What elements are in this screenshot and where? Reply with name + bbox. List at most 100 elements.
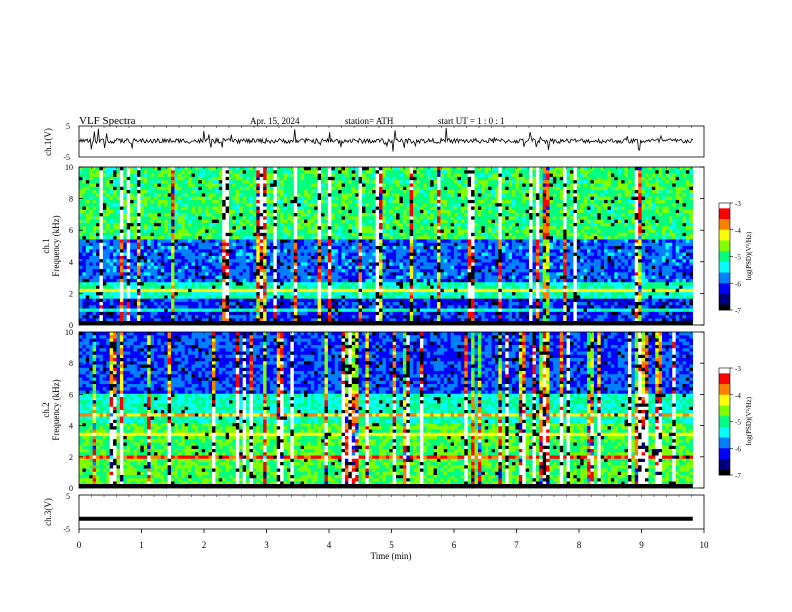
spectrogram-cell: [174, 315, 179, 319]
spectrogram-cell: [150, 167, 155, 171]
spectrogram-cell: [426, 170, 431, 174]
spectrogram-cell: [269, 301, 274, 306]
spectrogram-cell: [430, 206, 434, 211]
spectrogram-cell: [273, 193, 278, 197]
spectrogram-cell: [338, 311, 342, 316]
spectrogram-cell: [355, 295, 359, 299]
spectrogram-cell: [171, 298, 175, 303]
spectrogram-cell: [119, 255, 124, 260]
spectrogram-cell: [276, 193, 281, 197]
spectrogram-cell: [218, 199, 223, 204]
spectrogram-cell: [79, 249, 83, 253]
spectrogram-cell: [106, 288, 110, 293]
spectrogram-cell: [280, 232, 284, 237]
spectrogram-cell: [392, 288, 397, 293]
spectrogram-cell: [96, 203, 100, 207]
spectrogram-cell: [232, 318, 237, 323]
spectrogram-cell: [109, 275, 114, 280]
spectrogram-cell: [362, 209, 366, 214]
spectrogram-cell: [239, 301, 243, 306]
spectrogram-cell: [246, 222, 250, 227]
spectrogram-cell: [109, 311, 114, 316]
spectrogram-cell: [341, 305, 346, 309]
spectrogram-cell: [82, 259, 87, 263]
spectrogram-cell: [269, 186, 274, 191]
spectrogram-cell: [399, 206, 404, 211]
spectrogram-cell: [269, 269, 274, 273]
spectrogram-cell: [307, 176, 312, 181]
spectrogram-cell: [297, 242, 301, 247]
spectrogram-cell: [256, 232, 261, 237]
spectrogram-cell: [242, 318, 247, 323]
spectrogram-cell: [317, 173, 322, 178]
spectrogram-cell: [205, 199, 209, 204]
spectrogram-cell: [406, 186, 411, 191]
spectrogram-cell: [310, 199, 315, 204]
spectrogram-cell: [79, 275, 83, 280]
spectrogram-cell: [130, 278, 134, 283]
spectrogram-cell: [174, 265, 179, 270]
spectrogram-cell: [423, 305, 428, 309]
spectrogram-cell: [160, 229, 165, 234]
spectrogram-cell: [177, 315, 182, 319]
spectrogram-cell: [211, 216, 216, 220]
spectrogram-cell: [263, 193, 267, 197]
spectrogram-cell: [126, 236, 131, 240]
spectrogram-cell: [263, 308, 267, 313]
spectrogram-cell: [358, 167, 363, 171]
spectrogram-cell: [229, 269, 233, 273]
spectrogram-cell: [297, 278, 301, 283]
spectrogram-cell: [184, 295, 189, 299]
spectrogram-cell: [174, 305, 179, 309]
spectrogram-cell: [106, 265, 110, 270]
spectrogram-cell: [184, 311, 189, 316]
spectrogram-cell: [256, 318, 261, 323]
spectrogram-cell: [229, 186, 233, 191]
spectrogram-cell: [273, 259, 278, 263]
spectrogram-cell: [157, 259, 162, 263]
spectrogram-cell: [406, 206, 411, 211]
spectrogram-cell: [164, 229, 168, 234]
spectrogram-cell: [119, 167, 124, 171]
spectrogram-cell: [164, 173, 168, 178]
spectrogram-cell: [242, 193, 247, 197]
spectrogram-cell: [140, 186, 145, 191]
spectrogram-cell: [147, 255, 151, 260]
spectrogram-cell: [372, 196, 376, 201]
spectrogram-cell: [242, 265, 247, 270]
spectrogram-cell: [201, 318, 206, 323]
spectrogram-cell: [348, 308, 353, 313]
spectrogram-cell: [164, 259, 168, 263]
spectrogram-cell: [239, 255, 243, 260]
spectrogram-cell: [430, 282, 434, 286]
spectrogram-cell: [157, 275, 162, 280]
spectrogram-cell: [140, 249, 145, 253]
spectrogram-cell: [304, 222, 308, 227]
spectrogram-cell: [419, 246, 424, 250]
spectrogram-cell: [419, 282, 424, 286]
spectrogram-cell: [188, 232, 192, 237]
spectrogram-cell: [99, 242, 104, 247]
spectrogram-cell: [99, 190, 104, 194]
spectrogram-cell: [372, 288, 376, 293]
spectrogram-cell: [99, 183, 104, 188]
spectrogram-cell: [252, 213, 257, 217]
spectrogram-cell: [194, 203, 199, 207]
spectrogram-cell: [399, 295, 404, 299]
spectrogram-cell: [307, 265, 312, 270]
spectrogram-cell: [123, 282, 128, 286]
spectrogram-cell: [358, 292, 363, 296]
spectrogram-cell: [113, 167, 117, 171]
spectrogram-cell: [225, 259, 230, 263]
spectrogram-cell: [406, 246, 411, 250]
spectrogram-cell: [286, 242, 291, 247]
spectrogram-cell: [235, 242, 240, 247]
spectrogram-cell: [259, 170, 264, 174]
spectrogram-cell: [280, 173, 284, 178]
spectrogram-cell: [269, 311, 274, 316]
spectrogram-cell: [160, 167, 165, 171]
spectrogram-cell: [96, 252, 100, 257]
spectrogram-cell: [160, 180, 165, 184]
spectrogram-cell: [157, 272, 162, 276]
spectrogram-cell: [116, 318, 121, 323]
